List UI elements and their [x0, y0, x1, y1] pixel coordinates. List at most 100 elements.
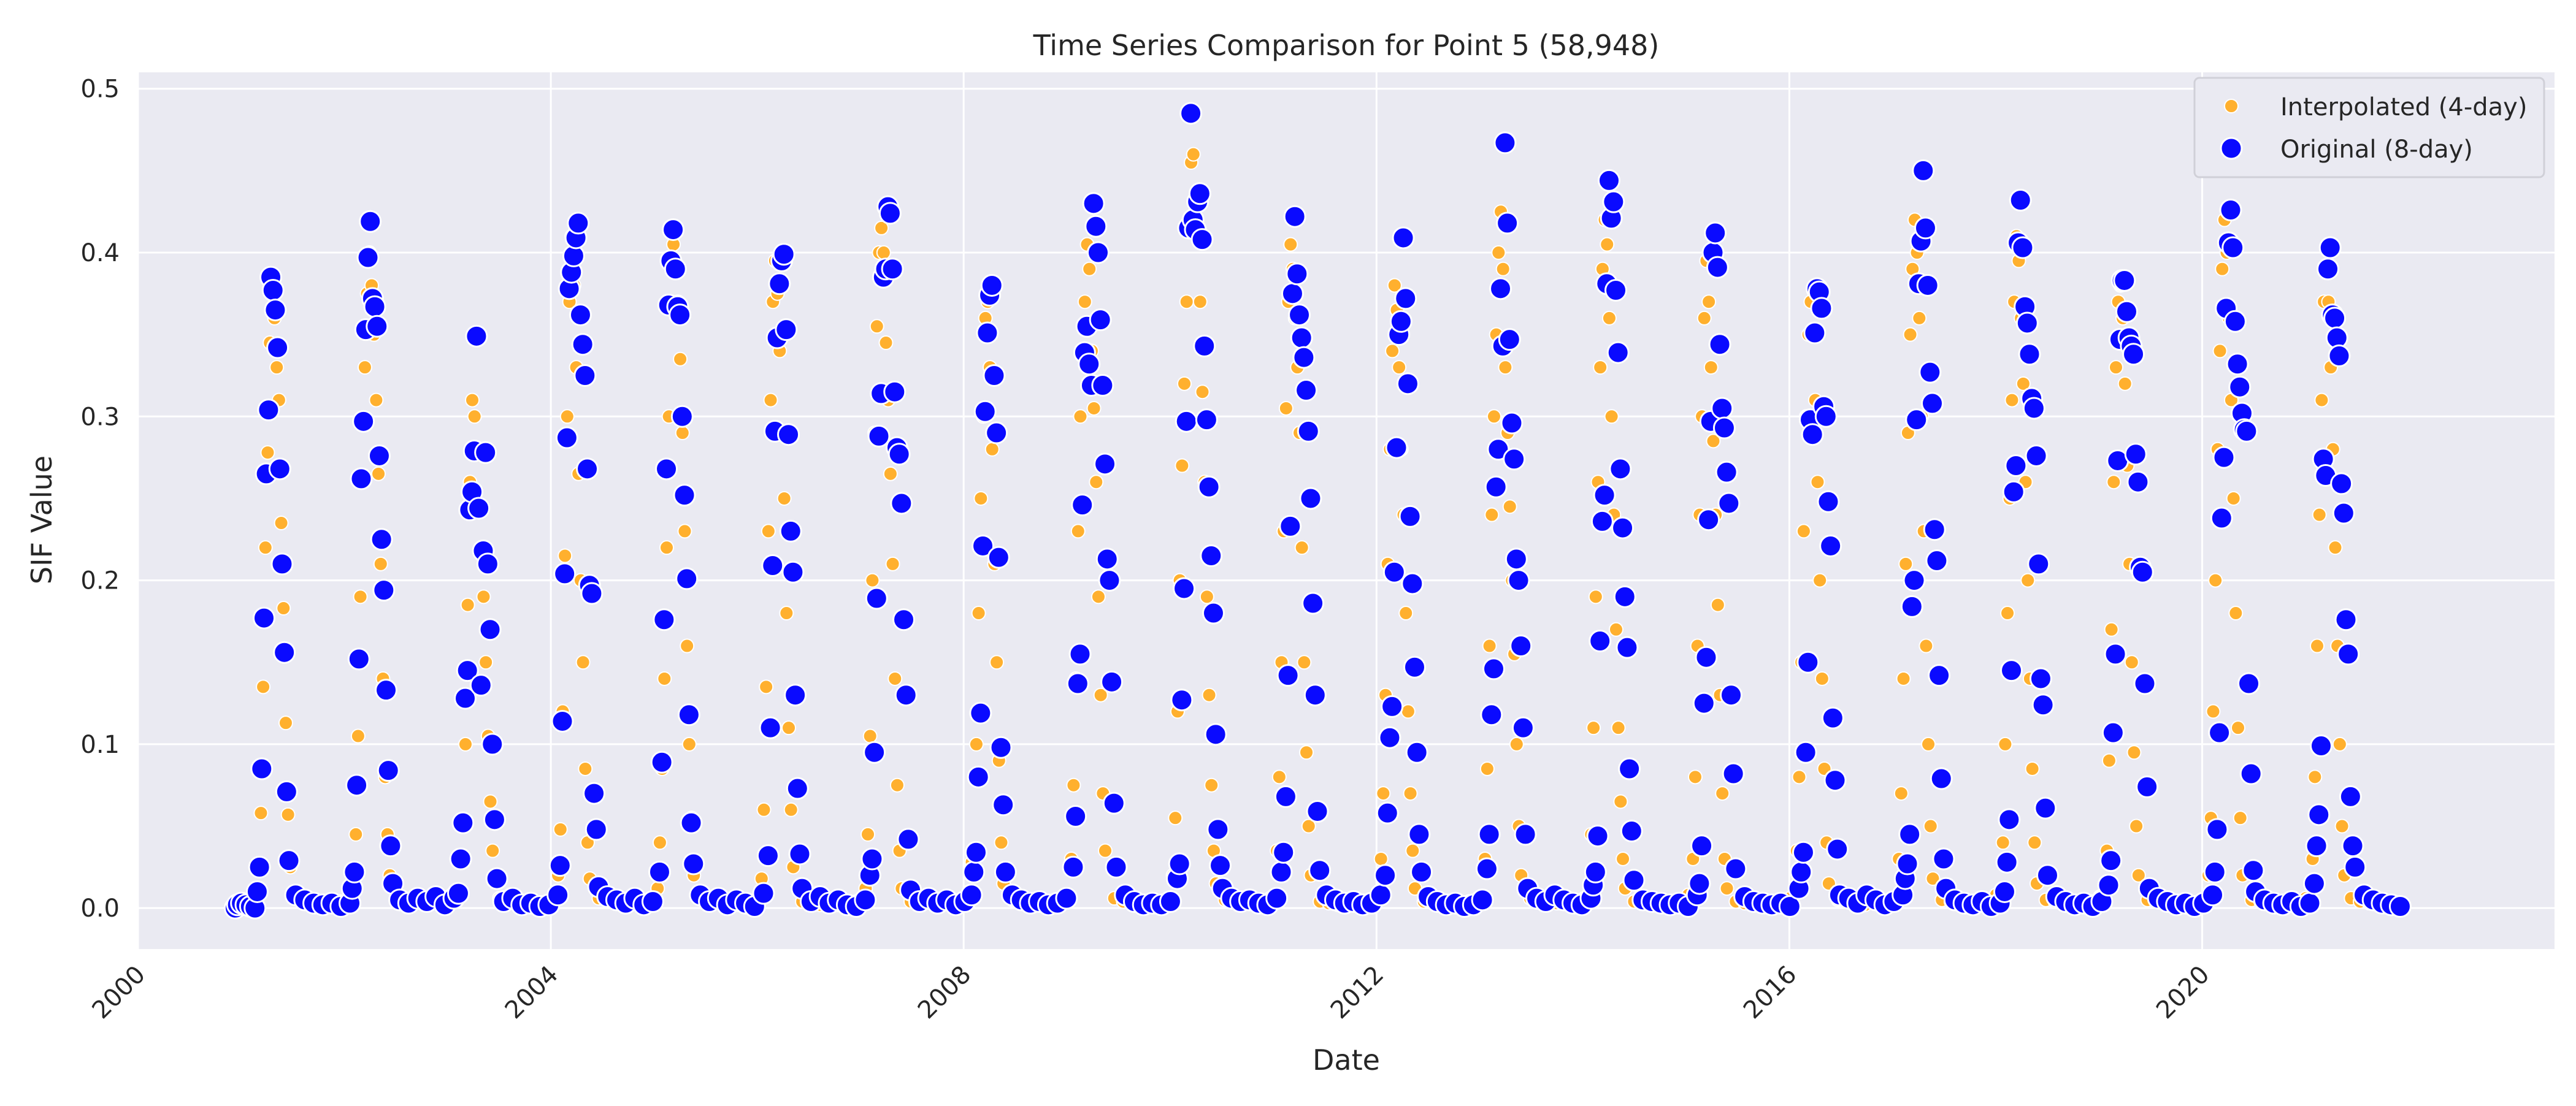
interp-point — [2310, 638, 2325, 654]
orig-point — [1514, 823, 1537, 846]
interp-point — [2226, 490, 2241, 506]
interp-point — [1091, 589, 1106, 604]
interp-point — [458, 736, 473, 752]
orig-point — [989, 736, 1013, 759]
orig-point — [485, 867, 508, 890]
interp-point — [483, 794, 498, 809]
interp-point — [2020, 573, 2036, 588]
legend: Interpolated (4-day) Original (8-day) — [2193, 77, 2545, 178]
interp-point — [1491, 245, 1506, 261]
orig-point — [786, 777, 809, 800]
interp-point — [1919, 638, 1934, 654]
orig-point — [1622, 869, 1646, 892]
y-axis-label: SIF Value — [25, 456, 58, 584]
interp-point — [2015, 376, 2031, 391]
orig-point — [553, 562, 577, 585]
interp-point — [2108, 360, 2123, 375]
legend-orig-marker — [2220, 137, 2243, 160]
orig-point — [2122, 343, 2145, 366]
orig-point — [664, 257, 687, 281]
orig-point — [641, 890, 664, 913]
orig-point — [2029, 667, 2052, 690]
interp-point — [1995, 835, 2011, 850]
orig-point — [273, 641, 296, 664]
orig-point — [2334, 608, 2358, 631]
interp-point — [756, 802, 772, 817]
interp-point — [1179, 294, 1194, 310]
orig-point — [1803, 321, 1827, 345]
interp-point — [357, 360, 372, 375]
orig-point — [567, 212, 590, 235]
interp-point — [1925, 871, 1941, 887]
orig-point — [1724, 857, 1747, 880]
orig-point — [1408, 823, 1431, 846]
orig-point — [478, 618, 502, 641]
orig-point — [481, 733, 504, 756]
orig-point — [972, 534, 995, 557]
orig-point — [1712, 416, 1736, 440]
legend-interp-marker — [2224, 99, 2239, 113]
orig-point — [1602, 190, 1625, 213]
orig-point — [1905, 408, 1928, 432]
orig-point — [252, 606, 275, 630]
orig-point — [1374, 864, 1397, 887]
interp-point — [1294, 540, 1309, 555]
orig-point — [1306, 799, 1329, 823]
interp-point — [2104, 622, 2119, 637]
orig-point — [1385, 436, 1408, 459]
orig-point — [345, 774, 369, 797]
orig-point — [1295, 379, 1318, 402]
orig-point — [2000, 659, 2023, 682]
interp-point — [673, 351, 688, 367]
orig-point — [1484, 475, 1508, 498]
orig-point — [257, 399, 280, 422]
interp-point — [1479, 761, 1495, 776]
orig-point — [867, 424, 891, 448]
orig-point — [1620, 820, 1643, 843]
orig-point — [2002, 480, 2025, 503]
orig-point — [779, 519, 802, 543]
interp-point — [1192, 294, 1208, 310]
interp-point — [1398, 606, 1414, 621]
interp-point — [2117, 376, 2133, 391]
orig-point — [777, 423, 800, 446]
orig-point — [2226, 353, 2249, 376]
orig-point — [1914, 216, 1937, 240]
interp-point — [1498, 360, 1513, 375]
interp-point — [1509, 736, 1524, 752]
x-tick-label: 2008 — [913, 961, 977, 1025]
orig-point — [372, 579, 396, 602]
orig-point — [356, 246, 380, 269]
orig-point — [2317, 257, 2340, 281]
y-tick-label: 0.4 — [80, 239, 120, 267]
orig-point — [1912, 159, 1935, 182]
orig-point — [2235, 419, 2258, 443]
interp-point — [883, 466, 898, 481]
orig-point — [756, 844, 780, 868]
orig-point — [1823, 769, 1847, 792]
orig-point — [878, 202, 902, 225]
orig-point — [655, 457, 678, 481]
orig-point — [1283, 205, 1306, 228]
orig-point — [277, 849, 301, 872]
orig-point — [1055, 887, 1078, 910]
orig-point — [2124, 443, 2147, 466]
orig-point — [366, 315, 389, 338]
interp-point — [2129, 818, 2144, 834]
orig-point — [1796, 650, 1820, 674]
interp-point — [2212, 343, 2228, 359]
interp-point — [1387, 278, 1402, 293]
interp-point — [1616, 851, 1631, 866]
orig-point — [1188, 182, 1211, 205]
orig-point — [1303, 684, 1327, 707]
orig-point — [894, 684, 918, 707]
orig-point — [1511, 716, 1535, 739]
y-tick-label: 0.3 — [80, 403, 120, 431]
orig-point — [1095, 547, 1119, 571]
orig-point — [1616, 636, 1639, 659]
interp-point — [1715, 786, 1730, 801]
interp-point — [2126, 745, 2142, 760]
interp-point — [1796, 524, 1811, 539]
orig-point — [2341, 834, 2364, 858]
